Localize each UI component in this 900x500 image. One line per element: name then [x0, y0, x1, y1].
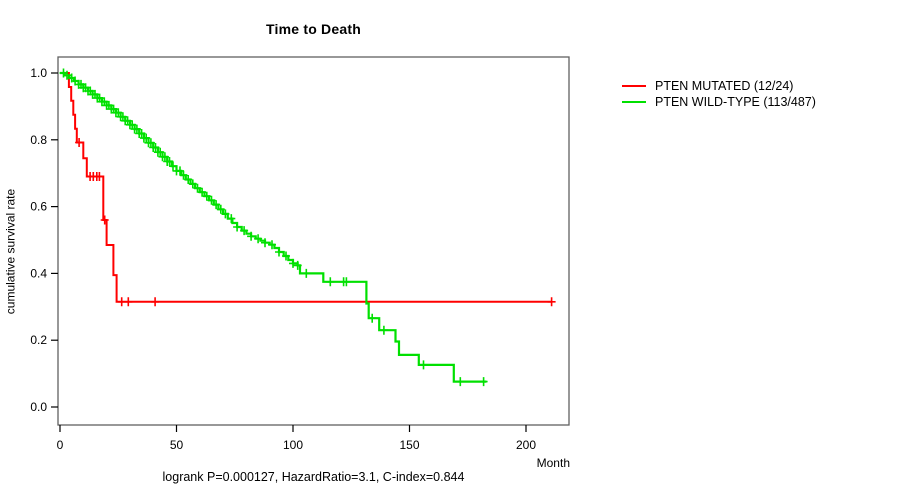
x-tick-label: 200 [516, 438, 536, 452]
stats-caption: logrank P=0.000127, HazardRatio=3.1, C-i… [162, 470, 465, 484]
y-tick-label: 0.2 [30, 333, 47, 347]
x-tick-label: 50 [170, 438, 184, 452]
censor-marks-wildtype [59, 68, 488, 387]
legend-label-mutated: PTEN MUTATED (12/24) [655, 79, 794, 93]
y-tick-label: 0.8 [30, 133, 47, 147]
legend: PTEN MUTATED (12/24) PTEN WILD-TYPE (113… [622, 78, 816, 110]
legend-label-wildtype: PTEN WILD-TYPE (113/487) [655, 95, 816, 109]
y-tick-label: 0.0 [30, 400, 47, 414]
x-tick-label: 0 [57, 438, 64, 452]
y-tick-label: 0.6 [30, 200, 47, 214]
y-tick-label: 1.0 [30, 66, 47, 80]
survival-curve-wildtype [60, 71, 487, 383]
x-tick-label: 100 [283, 438, 303, 452]
censor-marks-mutated [75, 138, 556, 307]
survival-curve-mutated [60, 72, 552, 303]
legend-item-mutated: PTEN MUTATED (12/24) [622, 78, 816, 94]
plot-frame [57, 56, 570, 426]
y-tick-label: 0.4 [30, 266, 47, 280]
y-axis-label: cumulative survival rate [3, 188, 18, 315]
legend-item-wildtype: PTEN WILD-TYPE (113/487) [622, 94, 816, 110]
legend-line-swatch-mutated [622, 85, 646, 87]
chart-title: Time to Death [266, 21, 361, 37]
x-axis-label: Month [536, 456, 570, 470]
legend-line-swatch-wildtype [622, 101, 646, 103]
x-tick-label: 150 [399, 438, 419, 452]
